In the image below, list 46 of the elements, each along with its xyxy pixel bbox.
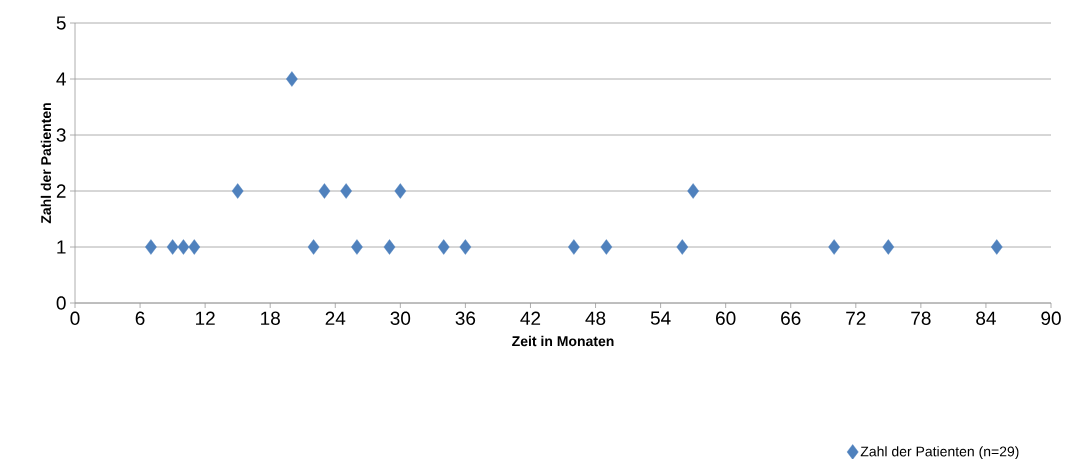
- point: [394, 183, 407, 199]
- x-tick-label: 72: [846, 311, 866, 325]
- y-tick-label: 0: [56, 296, 66, 310]
- x-tick-label: 78: [911, 311, 931, 325]
- x-tick-label: 0: [70, 311, 80, 325]
- y-tick-label: 5: [56, 16, 66, 30]
- y-tick-label: 4: [56, 72, 66, 86]
- legend-label: Zahl der Patienten (n=29): [860, 446, 1019, 459]
- x-tick-label: 42: [520, 311, 541, 325]
- point: [882, 239, 895, 255]
- x-tick-label: 66: [781, 311, 801, 325]
- point: [383, 239, 396, 255]
- x-tick-label: 30: [390, 311, 411, 325]
- x-tick-label: 54: [650, 311, 671, 325]
- point: [340, 183, 352, 199]
- point: [600, 239, 613, 255]
- point: [231, 183, 244, 199]
- x-tick-label: 48: [585, 311, 606, 325]
- point: [676, 239, 689, 255]
- point: [990, 239, 1003, 255]
- point: [568, 239, 580, 255]
- point: [828, 239, 840, 255]
- point: [188, 239, 201, 255]
- x-tick-label: 18: [261, 311, 280, 325]
- point: [145, 239, 157, 255]
- point: [351, 239, 363, 255]
- point: [437, 239, 450, 255]
- x-tick-label: 12: [196, 311, 215, 325]
- point: [307, 239, 320, 255]
- point: [177, 239, 190, 255]
- point: [286, 71, 298, 87]
- x-tick-label: 90: [1041, 311, 1061, 325]
- x-tick-label: 36: [455, 311, 476, 325]
- y-tick-label: 2: [56, 184, 66, 198]
- y-tick-label: 1: [57, 240, 66, 254]
- x-axis-title: Zeit in Monaten: [512, 335, 614, 347]
- y-axis-title: Zahl der Patienten: [40, 103, 52, 224]
- point: [166, 239, 179, 255]
- x-tick-label: 6: [135, 311, 145, 325]
- point: [687, 183, 699, 199]
- x-tick-label: 60: [716, 311, 736, 325]
- point: [318, 183, 331, 199]
- point: [459, 239, 472, 255]
- x-tick-label: 84: [976, 311, 996, 325]
- y-tick-label: 3: [56, 128, 66, 142]
- x-tick-label: 24: [325, 311, 346, 325]
